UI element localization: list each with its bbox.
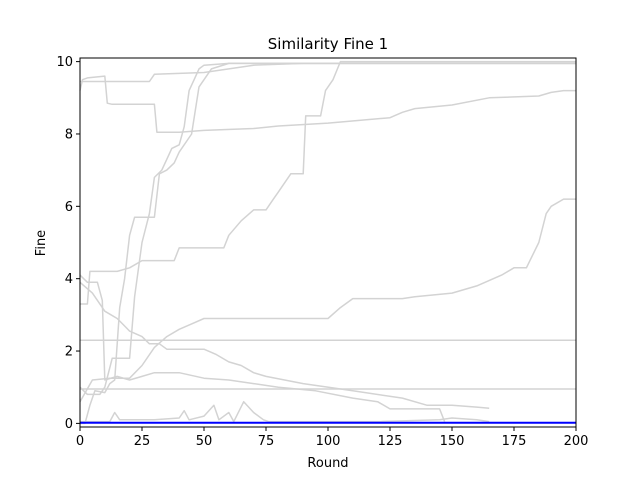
- y-tick-label: 2: [65, 345, 73, 360]
- y-tick-label: 0: [65, 417, 73, 432]
- x-tick-label: 25: [134, 434, 151, 449]
- x-tick-label: 0: [76, 434, 84, 449]
- y-tick-label: 10: [56, 55, 73, 70]
- plot-frame: [79, 57, 577, 428]
- y-axis-label: Fine: [34, 230, 49, 256]
- x-axis-label: Round: [307, 456, 348, 471]
- x-tick-label: 200: [564, 434, 589, 449]
- series-line-2: [80, 62, 576, 83]
- x-tick-label: 150: [440, 434, 465, 449]
- series-line-5: [79, 281, 490, 409]
- x-tick-label: 175: [502, 434, 527, 449]
- series-line-1: [79, 75, 576, 133]
- x-tick-label: 100: [316, 434, 341, 449]
- plot-lines: [79, 60, 576, 425]
- y-tick-label: 8: [65, 127, 73, 142]
- x-tick-label: 50: [196, 434, 213, 449]
- x-axis: 0 25 50 75 100 125 150 175 200: [76, 427, 589, 449]
- y-tick-label: 6: [65, 200, 73, 215]
- chart-title: Similarity Fine 1: [268, 35, 388, 53]
- x-tick-label: 125: [378, 434, 403, 449]
- series-line-6: [79, 274, 446, 422]
- series-line-4: [79, 198, 576, 403]
- series-line-10: [80, 62, 576, 425]
- series-line-9: [79, 62, 576, 396]
- y-axis: 0 2 4 6 8 10: [56, 55, 80, 432]
- x-tick-label: 75: [258, 434, 275, 449]
- series-line-11: [80, 400, 490, 423]
- y-tick-label: 4: [65, 272, 73, 287]
